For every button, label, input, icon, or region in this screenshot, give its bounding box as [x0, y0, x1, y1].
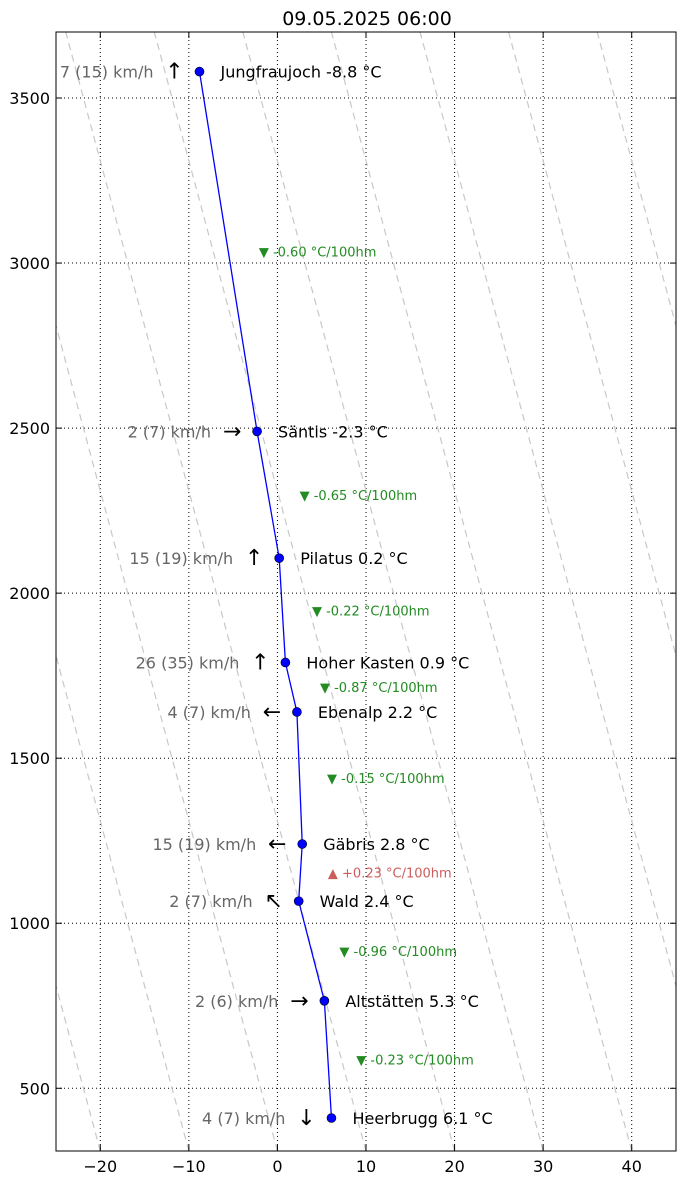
wind-speed-label: 4 (7) km/h [168, 703, 251, 722]
chart-title: 09.05.2025 06:00 [282, 8, 452, 30]
station-marker [252, 426, 262, 437]
station-markers [194, 66, 337, 1123]
dry-adiabats [56, 32, 676, 1151]
wind-direction-arrow: ← [263, 700, 281, 725]
y-tick-label: 3000 [9, 254, 50, 273]
wind-speed-label: 2 (7) km/h [169, 892, 252, 911]
y-tick-label: 2500 [9, 419, 50, 438]
wind-direction-arrow: ↑ [251, 650, 269, 675]
station-labels: Jungfraujoch -8.8 °C ↑ 7 (15) km/h Säntis -… [60, 60, 493, 1131]
station-label: Ebenalp 2.2 °C [318, 703, 437, 722]
station-marker [194, 66, 205, 77]
wind-speed-label: 4 (7) km/h [202, 1109, 285, 1128]
dry-adiabat-line [153, 32, 456, 1151]
dry-adiabat-line [65, 32, 367, 1151]
station-label: Hoher Kasten 0.9 °C [306, 653, 469, 672]
dry-adiabat-line [419, 32, 676, 989]
wind-direction-arrow: ↓ [297, 1106, 315, 1131]
wind-speed-label: 26 (35) km/h [136, 653, 240, 672]
grid [56, 32, 676, 1151]
lapse-rate-label: ▼ -0.60 °C/100hm [259, 246, 377, 261]
wind-speed-label: 15 (19) km/h [152, 835, 256, 854]
station-marker [326, 1113, 337, 1123]
station-marker [319, 996, 330, 1006]
lapse-rate-label: ▲ +0.23 °C/100hm [328, 867, 452, 882]
dry-adiabat-line [56, 323, 279, 1151]
x-tick-label: −10 [172, 1157, 206, 1176]
station-label: Altstätten 5.3 °C [345, 992, 478, 1011]
lapse-rate-label: ▼ -0.22 °C/100hm [312, 604, 430, 619]
wind-direction-arrow: ↑ [165, 60, 183, 85]
station-label: Jungfraujoch -8.8 °C [219, 63, 381, 82]
dry-adiabat-line [508, 32, 676, 659]
wind-direction-arrow: ← [268, 832, 286, 857]
x-tick-label: −20 [83, 1157, 117, 1176]
y-tick-label: 2000 [9, 584, 50, 603]
station-label: Gäbris 2.8 °C [323, 835, 430, 854]
wind-direction-arrow: ↖ [264, 889, 282, 914]
station-label: Wald 2.4 °C [320, 892, 414, 911]
x-tick-label: 30 [533, 1157, 553, 1176]
x-tick-label: 0 [272, 1157, 282, 1176]
wind-direction-arrow: → [223, 419, 241, 444]
y-tick-label: 500 [19, 1079, 50, 1098]
x-tick-label: 10 [356, 1157, 376, 1176]
wind-direction-arrow: → [290, 989, 308, 1014]
wind-speed-label: 2 (6) km/h [195, 992, 278, 1011]
dry-adiabat-line [596, 32, 676, 329]
y-tick-label: 3500 [9, 89, 50, 108]
station-marker [293, 896, 304, 906]
y-tick-label: 1000 [9, 914, 50, 933]
dry-adiabat-line [242, 32, 544, 1151]
station-marker [280, 657, 291, 668]
lapse-rate-label: ▼ -0.65 °C/100hm [300, 489, 418, 504]
station-marker [297, 839, 308, 849]
lapse-rate-label: ▼ -0.23 °C/100hm [356, 1054, 474, 1069]
x-tick-label: 20 [444, 1157, 464, 1176]
lapse-rate-labels: ▼ -0.60 °C/100hm ▼ -0.65 °C/100hm ▼ -0.22 … [259, 246, 474, 1069]
station-marker [274, 553, 285, 563]
plot-frame [55, 31, 677, 1152]
dry-adiabat-line [56, 653, 190, 1151]
station-label: Pilatus 0.2 °C [300, 549, 408, 568]
wind-speed-label: 2 (7) km/h [128, 422, 211, 441]
lapse-rate-label: ▼ -0.96 °C/100hm [339, 945, 457, 960]
lapse-rate-label: ▼ -0.87 °C/100hm [320, 681, 438, 696]
wind-direction-arrow: ↑ [245, 546, 263, 571]
wind-speed-label: 7 (15) km/h [60, 63, 154, 82]
station-label: Säntis -2.3 °C [278, 422, 388, 441]
dry-adiabat-line [330, 32, 633, 1151]
x-tick-label: 40 [622, 1157, 642, 1176]
lapse-rate-label: ▼ -0.15 °C/100hm [327, 772, 445, 787]
y-tick-label: 1500 [9, 749, 50, 768]
wind-speed-label: 15 (19) km/h [129, 549, 233, 568]
station-label: Heerbrugg 6.1 °C [352, 1109, 492, 1128]
axis-ticks: −20 −10 0 10 20 30 40 500 1000 1500 2000 2500 3000 35… [9, 32, 676, 1176]
station-marker [292, 707, 302, 717]
